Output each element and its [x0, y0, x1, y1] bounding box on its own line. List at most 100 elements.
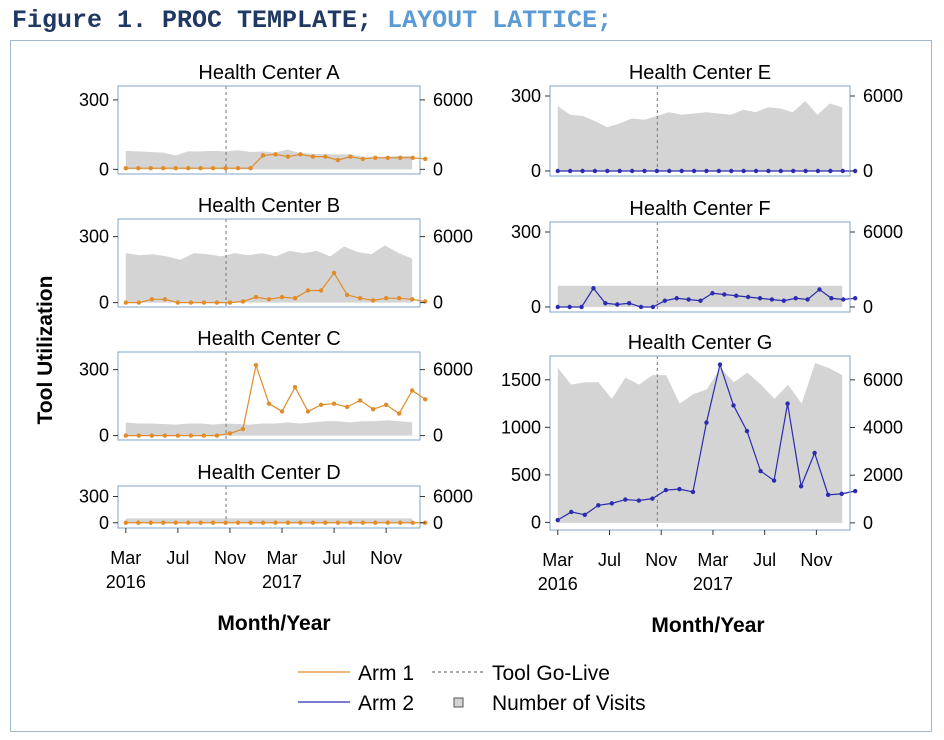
arm2-point: [642, 168, 647, 174]
arm1-point: [188, 300, 194, 305]
arm1-point: [123, 520, 129, 525]
arm2-point: [771, 478, 777, 483]
x-tick-label: Jul: [323, 548, 346, 568]
panel-title: Health Center B: [198, 195, 340, 217]
arm1-point: [162, 297, 168, 302]
arm1-point: [185, 520, 191, 525]
x-tick-label: Nov: [214, 548, 246, 568]
arm2-point: [567, 168, 573, 174]
y-left-tick-label: 0: [99, 293, 109, 313]
arm2-point: [716, 168, 722, 174]
arm2-point: [805, 297, 810, 302]
arm1-point: [223, 166, 228, 171]
arm1-point: [210, 520, 216, 525]
y-right-tick-label: 6000: [863, 86, 903, 106]
arm1-point: [344, 292, 350, 298]
arm2-point: [663, 487, 669, 493]
arm1-point: [385, 155, 390, 160]
y-right-tick-label: 6000: [433, 360, 473, 380]
arm2-point: [766, 168, 771, 174]
y-left-tick-label: 300: [79, 487, 109, 507]
arm2-point: [638, 304, 644, 310]
arm1-point: [423, 156, 428, 162]
y-right-tick-label: 0: [433, 159, 443, 179]
panel-title: Health Center G: [628, 332, 773, 354]
y-right-tick-label: 6000: [863, 370, 903, 390]
arm1-series-line: [125, 271, 426, 304]
arm1-point: [188, 433, 194, 438]
arm2-point: [852, 168, 858, 174]
arm1-point: [198, 520, 203, 525]
panel-title: Health Center C: [197, 328, 340, 350]
visits-area: [125, 420, 413, 436]
y-axis-label: Tool Utilization: [34, 276, 57, 425]
arm2-point: [667, 168, 672, 174]
y-left-tick-label: 300: [79, 90, 109, 110]
arm1-point: [292, 296, 298, 301]
y-left-tick-label: 0: [531, 161, 541, 181]
arm1-point: [396, 411, 402, 416]
y-left-tick-label: 0: [531, 512, 541, 532]
arm1-point: [214, 433, 220, 438]
arm1-point: [253, 294, 259, 300]
visits-area: [557, 101, 843, 171]
arm2-point: [679, 168, 684, 174]
arm1-point: [409, 297, 415, 302]
arm1-point: [331, 401, 337, 406]
y-right-tick-label: 0: [433, 293, 443, 313]
y-left-tick-label: 500: [511, 465, 541, 485]
arm1-point: [161, 520, 166, 525]
y-right-tick-label: 6000: [433, 227, 473, 247]
figure-header: Figure 1. PROC TEMPLATE; LAYOUT LATTICE;: [12, 6, 612, 35]
arm1-point: [285, 520, 291, 525]
arm1-point: [396, 296, 402, 301]
arm2-point: [798, 484, 804, 489]
arm2-point: [650, 496, 655, 501]
arm1-point: [331, 270, 337, 276]
arm1-point: [285, 154, 291, 159]
x-tick-year-label: 2016: [538, 574, 578, 594]
arm1-point: [148, 166, 153, 171]
y-right-tick-label: 0: [433, 426, 443, 446]
arm1-point: [266, 401, 272, 406]
y-right-tick-label: 4000: [863, 418, 903, 438]
arm1-point: [305, 409, 311, 414]
arm2-point: [825, 492, 831, 498]
arm1-point: [201, 300, 207, 305]
arm2-point: [778, 168, 784, 174]
arm2-point: [841, 297, 846, 302]
x-tick-year-label: 2017: [693, 574, 733, 594]
plot-frame: [549, 355, 851, 531]
panel-title: Health Center F: [629, 198, 770, 220]
arm2-point: [704, 420, 709, 425]
plot-frame: [549, 85, 851, 177]
y-left-tick-label: 300: [79, 227, 109, 247]
y-right-tick-label: 0: [863, 297, 873, 317]
arm2-point: [757, 296, 763, 301]
visits-area: [125, 518, 413, 523]
x-tick-year-label: 2017: [262, 572, 302, 592]
arm1-point: [373, 155, 378, 160]
arm2-point: [636, 498, 642, 503]
panel-title: Health Center A: [198, 62, 340, 84]
arm1-point: [173, 520, 178, 525]
arm1-point: [323, 520, 328, 525]
arm1-point: [175, 300, 181, 305]
arm1-point: [370, 407, 376, 412]
arm2-point: [704, 168, 709, 174]
arm2-point: [567, 304, 572, 310]
legend-visits-swatch: [453, 697, 464, 708]
arm1-point: [253, 363, 259, 368]
arm2-point: [817, 287, 822, 292]
visits-area: [125, 245, 413, 303]
arm1-point: [298, 520, 303, 525]
arm1-point: [123, 433, 129, 438]
legend: Arm 1 Tool Go-Live Arm 2 Number of Visit…: [298, 662, 646, 715]
plot-frame: [117, 85, 421, 175]
plot-frame: [117, 485, 421, 529]
arm2-point: [793, 296, 798, 301]
arm2-point: [555, 517, 560, 523]
y-right-tick-label: 6000: [433, 90, 473, 110]
